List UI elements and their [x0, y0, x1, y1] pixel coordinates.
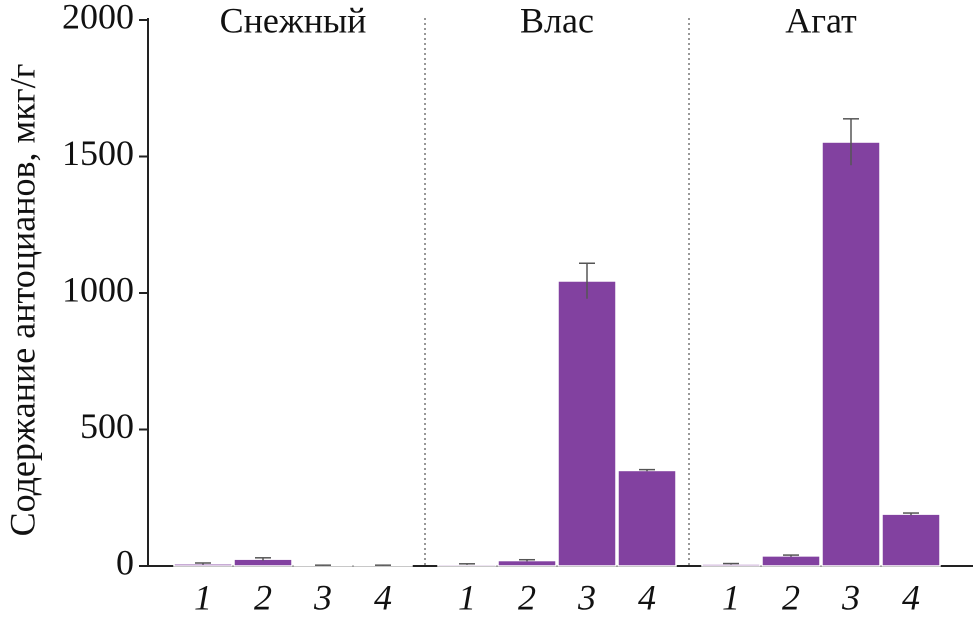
group-label: Влас — [520, 0, 594, 40]
bar — [617, 469, 677, 567]
x-tick-label: 2 — [518, 577, 536, 617]
group-label: Снежный — [220, 0, 367, 40]
y-tick-label: 1000 — [62, 269, 134, 309]
x-tick-label: 2 — [782, 577, 800, 617]
bar — [821, 141, 881, 567]
x-tick-label: 1 — [722, 577, 740, 617]
group-label: Агат — [785, 0, 857, 40]
x-tick-label: 3 — [841, 577, 860, 617]
x-tick-label: 4 — [902, 577, 920, 617]
bar — [557, 280, 617, 567]
y-tick-label: 0 — [116, 542, 134, 582]
x-tick-label: 4 — [374, 577, 392, 617]
bar — [761, 555, 821, 567]
x-tick-label: 3 — [577, 577, 596, 617]
x-tick-label: 1 — [458, 577, 476, 617]
y-tick-label: 500 — [80, 406, 134, 446]
x-tick-label: 1 — [194, 577, 212, 617]
y-tick-label: 2000 — [62, 0, 134, 36]
y-axis-label: Содержание антоцианов, мкг/г — [2, 64, 42, 537]
x-tick-label: 3 — [313, 577, 332, 617]
bar — [881, 513, 941, 567]
x-tick-label: 2 — [254, 577, 272, 617]
x-tick-label: 4 — [638, 577, 656, 617]
y-tick-label: 1500 — [62, 133, 134, 173]
